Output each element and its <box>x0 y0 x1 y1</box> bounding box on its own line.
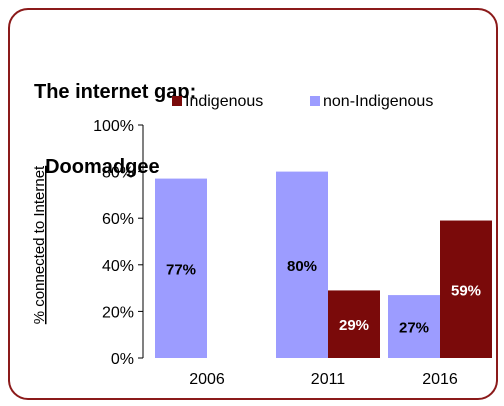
y-axis-label: % connected to Internet <box>31 165 48 324</box>
bar-non-indigenous <box>276 171 328 358</box>
data-label: 77% <box>166 261 196 278</box>
legend-label: non-Indigenous <box>323 93 433 110</box>
legend: Indigenous non-Indigenous <box>172 93 433 110</box>
legend-label: Indigenous <box>185 93 263 110</box>
data-label: 59% <box>451 282 481 299</box>
x-tick-label: 2006 <box>189 371 225 388</box>
y-tick-label: 80% <box>102 165 134 182</box>
bars <box>155 171 492 358</box>
bar-non-indigenous <box>155 178 207 358</box>
x-tick-label: 2011 <box>311 371 346 388</box>
data-label: 80% <box>287 258 317 275</box>
y-tick-label: 0% <box>111 351 134 368</box>
y-tick-label: 60% <box>102 211 134 228</box>
axes: 0% 20% 40% 60% 80% 100% 2006 2011 2016 <box>93 118 458 388</box>
chart-title: The internet gap: Doomadgee <box>34 30 196 205</box>
data-labels: 77% 80% 29% 27% 59% <box>166 258 481 337</box>
bar-indigenous <box>440 220 492 358</box>
y-tick-label: 20% <box>102 304 134 321</box>
x-tick-label: 2016 <box>422 371 458 388</box>
y-tick-label: 40% <box>102 258 134 275</box>
chart-title-line-2: Doomadgee <box>34 156 160 178</box>
bar-non-indigenous <box>388 295 440 358</box>
chart-title-line-1: The internet gap: <box>34 81 197 103</box>
data-label: 29% <box>339 317 369 334</box>
legend-swatch <box>310 96 320 106</box>
y-tick-label: 100% <box>93 118 134 135</box>
bar-indigenous <box>328 290 380 358</box>
data-label: 27% <box>399 320 429 337</box>
legend-swatch <box>172 96 182 106</box>
